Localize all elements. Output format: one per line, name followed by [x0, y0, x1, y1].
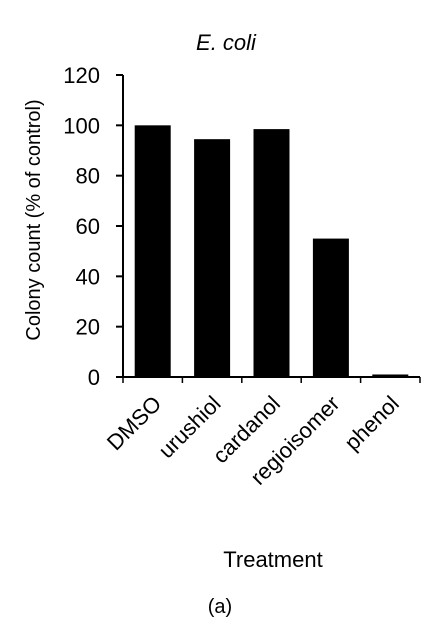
y-tick-label: 0 [88, 365, 100, 390]
y-tick-label: 40 [76, 264, 100, 289]
x-axis-label: Treatment [223, 547, 322, 572]
bar-regioisomer [312, 238, 349, 377]
y-tick-label: 120 [63, 63, 100, 88]
x-tick-label: phenol [339, 391, 403, 455]
y-tick-label: 60 [76, 214, 100, 239]
bar-group [134, 125, 409, 377]
y-tick-group: 0 20 40 60 80 100 120 [63, 63, 123, 390]
bar-cardanol [253, 129, 290, 377]
bar-phenol [372, 374, 409, 377]
panel-label: (a) [208, 596, 232, 618]
bar-dmso [134, 125, 171, 377]
y-tick-label: 100 [63, 113, 100, 138]
bar-urushiol [194, 139, 231, 377]
y-tick-label: 80 [76, 164, 100, 189]
chart-title: E. coli [196, 30, 257, 55]
y-tick-label: 20 [76, 315, 100, 340]
y-axis-label: Colony count (% of control) [23, 99, 45, 340]
